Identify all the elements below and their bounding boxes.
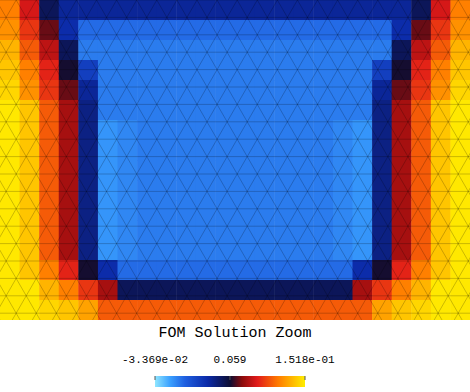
svg-text:-3.369e-02: -3.369e-02 xyxy=(122,354,188,366)
svg-text:FOM Solution Zoom: FOM Solution Zoom xyxy=(158,325,311,342)
svg-text:0.059: 0.059 xyxy=(213,354,246,366)
svg-text:1.518e-01: 1.518e-01 xyxy=(275,354,335,366)
